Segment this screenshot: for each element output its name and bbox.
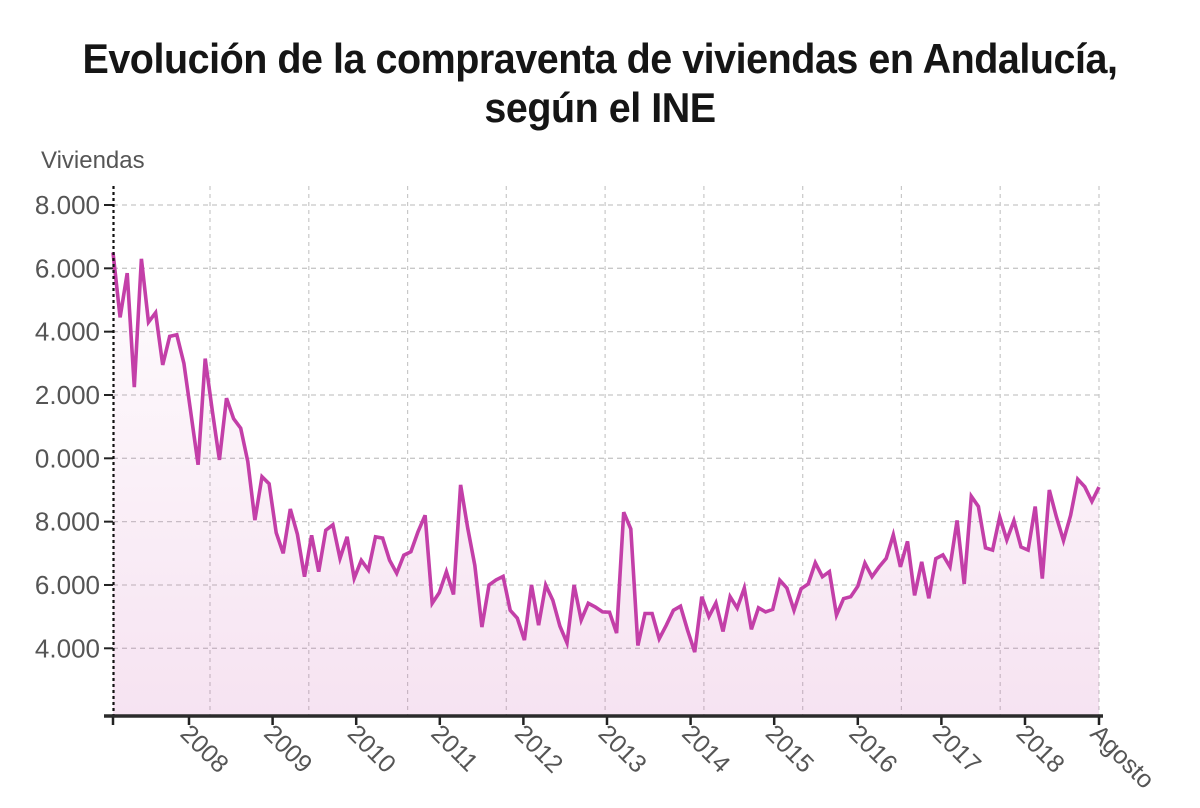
x-tick-label: 2014 [676,719,735,778]
chart-title-line-1: Evolución de la compraventa de viviendas… [82,35,1118,82]
x-tick-label: 2018 [1011,719,1070,778]
x-tick-label: Agosto [1085,719,1160,794]
sales-line [111,252,1101,653]
x-tick-label: 2016 [844,719,903,778]
y-axis-unit-label: Viviendas [41,147,145,174]
y-tick-label: 0.000 [35,443,100,473]
sales-area-fill [113,252,1099,715]
x-tick-label: 2010 [342,719,401,778]
chart-title: Evolución de la compraventa de viviendas… [36,34,1164,132]
x-tick-label: 2011 [426,719,484,777]
y-tick-label: 4.000 [35,317,100,347]
x-tick-label: 2013 [593,719,652,778]
y-tick-label: 8.000 [35,507,100,537]
y-tick-label: 8.000 [35,190,100,220]
y-tick-label: 6.000 [35,570,100,600]
y-tick-label: 4.000 [35,633,100,663]
x-tick-label: 2017 [927,719,986,778]
x-tick-label: 2015 [760,719,819,778]
x-tick-label: 2012 [509,719,568,778]
chart-title-line-2: según el INE [484,84,716,131]
x-tick-label: 2008 [175,719,234,778]
y-tick-label: 6.000 [35,253,100,283]
y-tick-label: 2.000 [35,380,100,410]
x-tick-label: 2009 [258,719,317,778]
